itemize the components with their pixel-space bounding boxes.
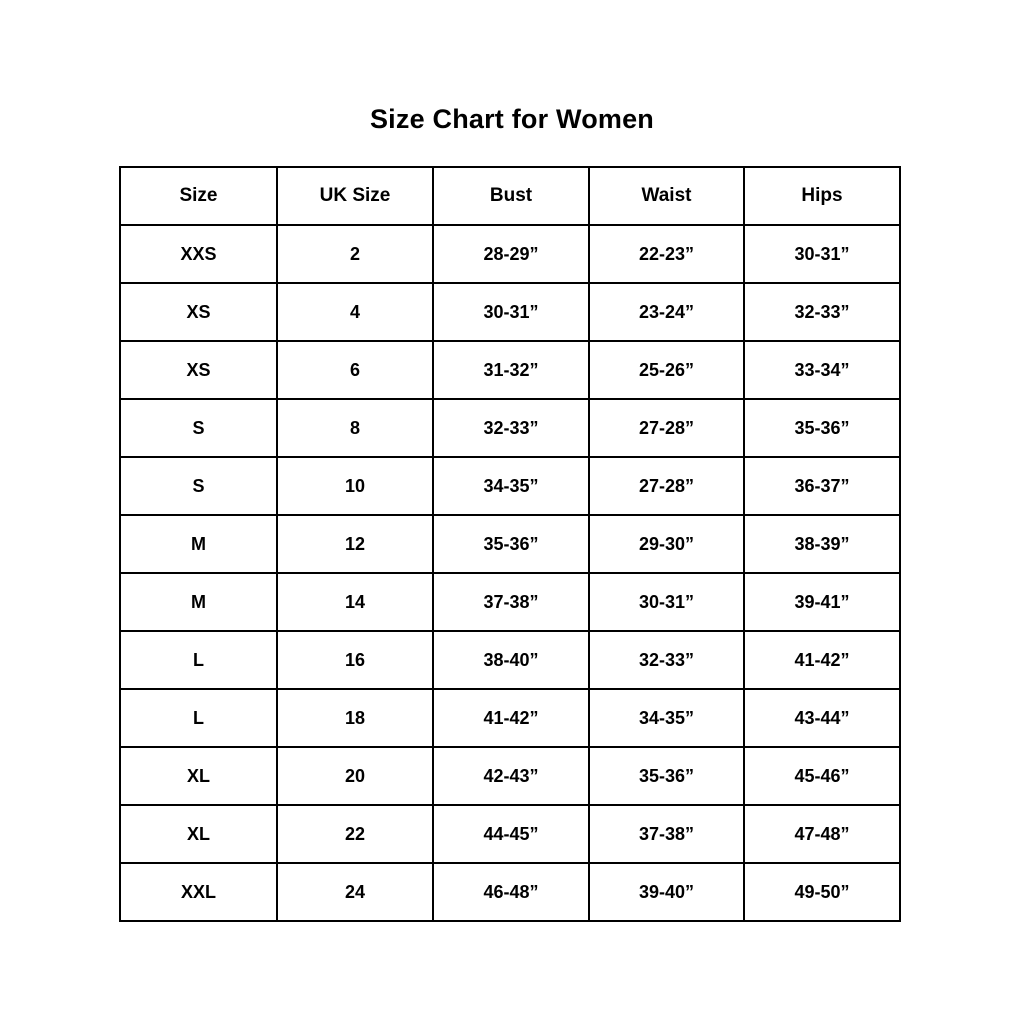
cell-hips: 47-48” — [743, 804, 901, 864]
column-header-size: Size — [119, 166, 278, 226]
cell-waist: 39-40” — [588, 862, 745, 922]
cell-size: XS — [119, 282, 278, 342]
cell-size: M — [119, 514, 278, 574]
cell-waist: 34-35” — [588, 688, 745, 748]
cell-bust: 38-40” — [432, 630, 590, 690]
cell-bust: 28-29” — [432, 224, 590, 284]
cell-size: L — [119, 688, 278, 748]
cell-hips: 43-44” — [743, 688, 901, 748]
cell-hips: 49-50” — [743, 862, 901, 922]
cell-size: M — [119, 572, 278, 632]
table-row: L 18 41-42” 34-35” 43-44” — [119, 688, 901, 748]
table-row: S 8 32-33” 27-28” 35-36” — [119, 398, 901, 458]
cell-bust: 30-31” — [432, 282, 590, 342]
cell-size: XXS — [119, 224, 278, 284]
cell-waist: 29-30” — [588, 514, 745, 574]
cell-hips: 35-36” — [743, 398, 901, 458]
cell-uk: 20 — [276, 746, 434, 806]
table-row: L 16 38-40” 32-33” 41-42” — [119, 630, 901, 690]
cell-bust: 46-48” — [432, 862, 590, 922]
column-header-waist: Waist — [588, 166, 745, 226]
cell-waist: 27-28” — [588, 398, 745, 458]
cell-size: L — [119, 630, 278, 690]
column-header-bust: Bust — [432, 166, 590, 226]
cell-uk: 22 — [276, 804, 434, 864]
cell-uk: 16 — [276, 630, 434, 690]
table-row: XXL 24 46-48” 39-40” 49-50” — [119, 862, 901, 922]
cell-bust: 42-43” — [432, 746, 590, 806]
cell-waist: 23-24” — [588, 282, 745, 342]
table-body: XXS 2 28-29” 22-23” 30-31” XS 4 30-31” 23-24” 32-… — [119, 224, 901, 922]
cell-size: XL — [119, 746, 278, 806]
table-row: XL 22 44-45” 37-38” 47-48” — [119, 804, 901, 864]
cell-uk: 6 — [276, 340, 434, 400]
size-chart-table: Size UK Size Bust Waist Hips XXS 2 28-29” 2… — [119, 166, 901, 922]
column-header-uk: UK Size — [276, 166, 434, 226]
cell-waist: 30-31” — [588, 572, 745, 632]
cell-bust: 41-42” — [432, 688, 590, 748]
page-title: Size Chart for Women — [369, 104, 655, 134]
cell-waist: 25-26” — [588, 340, 745, 400]
cell-size: XS — [119, 340, 278, 400]
cell-size: S — [119, 398, 278, 458]
cell-bust: 44-45” — [432, 804, 590, 864]
cell-uk: 10 — [276, 456, 434, 516]
cell-uk: 12 — [276, 514, 434, 574]
cell-hips: 41-42” — [743, 630, 901, 690]
cell-bust: 37-38” — [432, 572, 590, 632]
cell-uk: 24 — [276, 862, 434, 922]
cell-uk: 8 — [276, 398, 434, 458]
cell-size: XL — [119, 804, 278, 864]
table-row: M 12 35-36” 29-30” 38-39” — [119, 514, 901, 574]
cell-size: S — [119, 456, 278, 516]
table-row: S 10 34-35” 27-28” 36-37” — [119, 456, 901, 516]
table-row: XXS 2 28-29” 22-23” 30-31” — [119, 224, 901, 284]
cell-waist: 37-38” — [588, 804, 745, 864]
cell-waist: 35-36” — [588, 746, 745, 806]
cell-bust: 34-35” — [432, 456, 590, 516]
cell-hips: 32-33” — [743, 282, 901, 342]
column-header-hips: Hips — [743, 166, 901, 226]
cell-bust: 32-33” — [432, 398, 590, 458]
table-row: XL 20 42-43” 35-36” 45-46” — [119, 746, 901, 806]
cell-uk: 2 — [276, 224, 434, 284]
cell-hips: 38-39” — [743, 514, 901, 574]
cell-waist: 22-23” — [588, 224, 745, 284]
cell-uk: 14 — [276, 572, 434, 632]
cell-hips: 45-46” — [743, 746, 901, 806]
table-header-row: Size UK Size Bust Waist Hips — [119, 166, 901, 226]
cell-bust: 31-32” — [432, 340, 590, 400]
cell-bust: 35-36” — [432, 514, 590, 574]
cell-hips: 33-34” — [743, 340, 901, 400]
table-row: M 14 37-38” 30-31” 39-41” — [119, 572, 901, 632]
table-row: XS 4 30-31” 23-24” 32-33” — [119, 282, 901, 342]
cell-waist: 32-33” — [588, 630, 745, 690]
cell-hips: 39-41” — [743, 572, 901, 632]
cell-hips: 36-37” — [743, 456, 901, 516]
cell-uk: 4 — [276, 282, 434, 342]
cell-waist: 27-28” — [588, 456, 745, 516]
cell-size: XXL — [119, 862, 278, 922]
cell-hips: 30-31” — [743, 224, 901, 284]
cell-uk: 18 — [276, 688, 434, 748]
table-header: Size UK Size Bust Waist Hips — [119, 166, 901, 226]
table-row: XS 6 31-32” 25-26” 33-34” — [119, 340, 901, 400]
